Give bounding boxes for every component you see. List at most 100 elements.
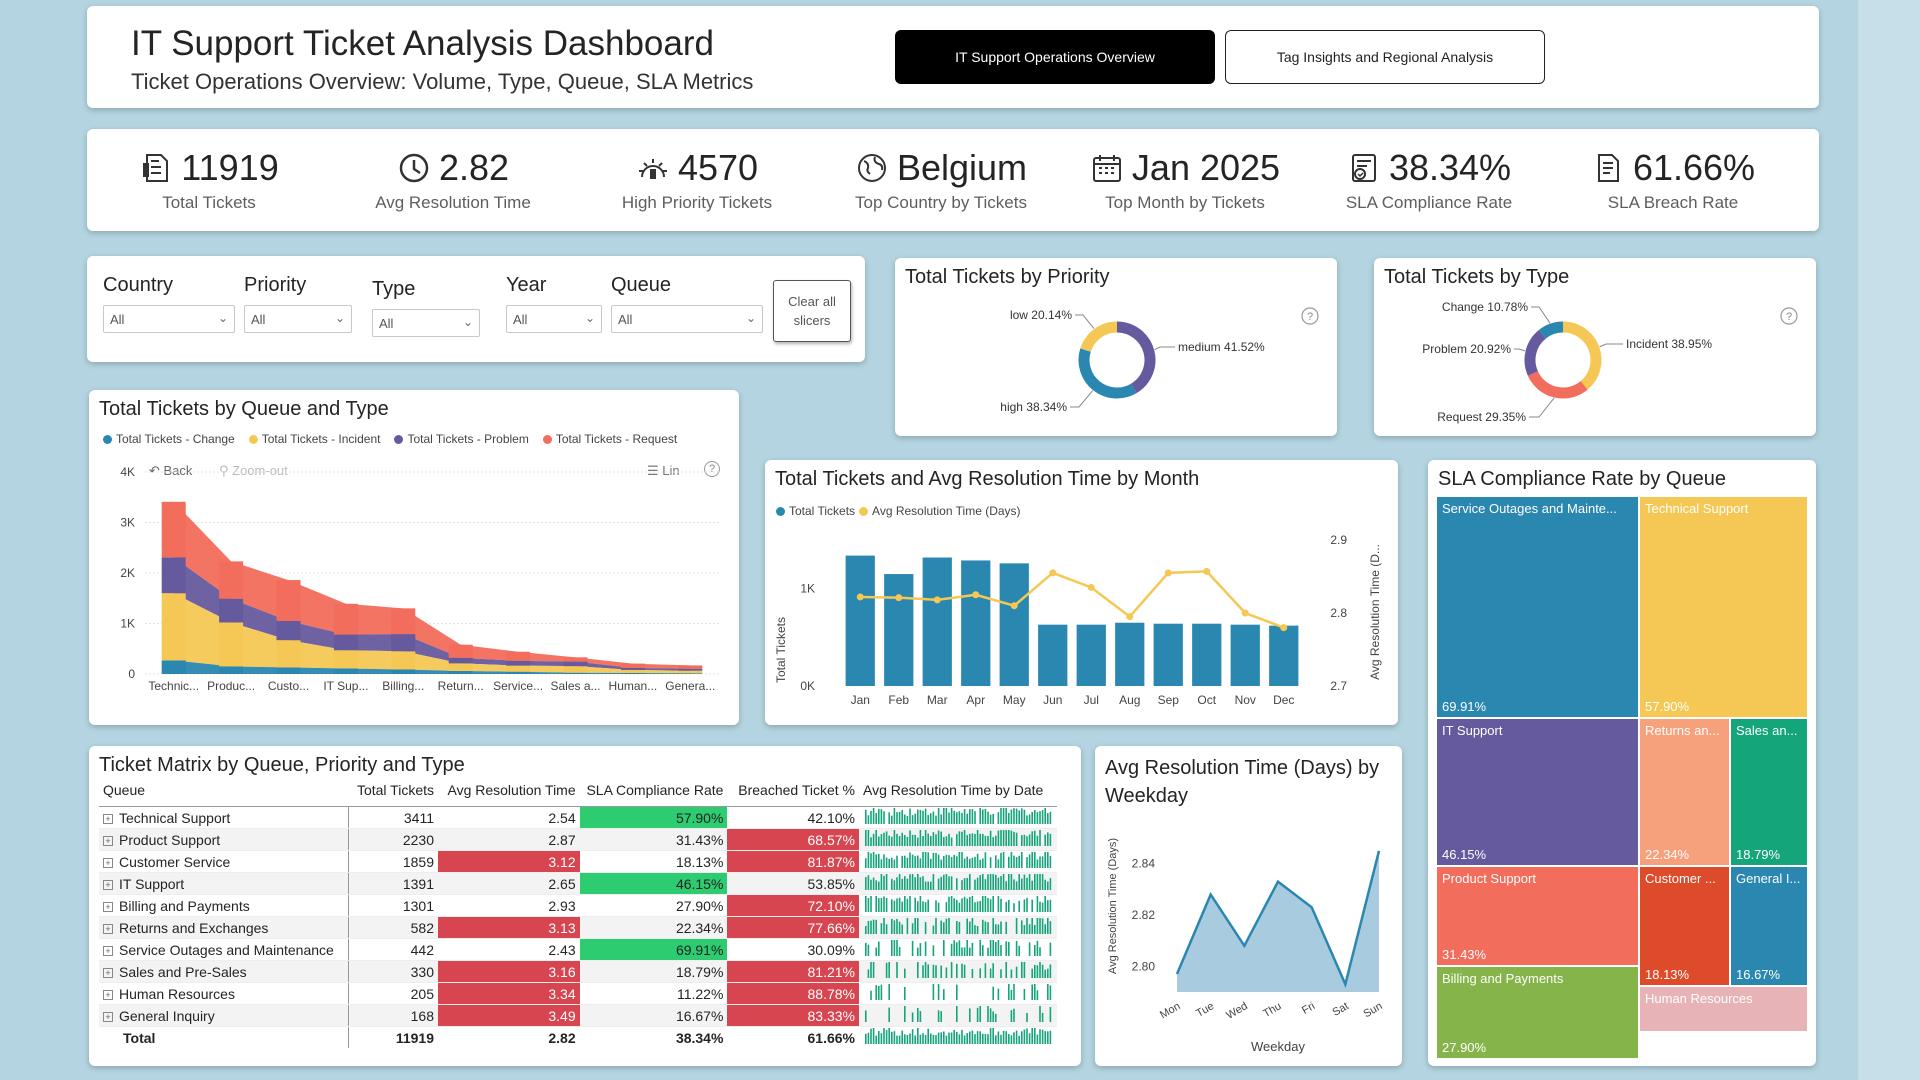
legend-problem[interactable]: Total Tickets - Problem [394, 432, 529, 446]
expand-icon[interactable]: + [103, 857, 113, 868]
spark-bar [1015, 966, 1018, 978]
spark-bar [911, 854, 914, 868]
expand-icon[interactable]: + [103, 1011, 113, 1022]
spark-bar [924, 808, 927, 824]
cell-avg: 3.13 [438, 916, 580, 939]
spark-bar [1002, 852, 1005, 868]
spark-bar [1000, 830, 1002, 846]
spark-bar [948, 1032, 950, 1045]
back-button[interactable]: ↶ Back [149, 463, 193, 478]
spark-bar [956, 856, 958, 868]
treemap-tile[interactable]: Human Resources [1639, 986, 1808, 1032]
spark-bar [880, 809, 883, 824]
y-tick-label: 1K [120, 617, 135, 631]
table-row[interactable]: + Returns and Exchanges 582 3.13 22.34% 77.66… [99, 916, 1057, 939]
expand-icon[interactable]: + [103, 967, 113, 978]
year-dropdown[interactable]: All ⌄ [506, 305, 602, 333]
header-sparkline[interactable]: Avg Resolution Time by Date [859, 782, 1057, 807]
linear-scale-button[interactable]: ☰ Lin [647, 463, 680, 478]
legend-total-tickets[interactable]: Total Tickets [776, 504, 855, 518]
expand-icon[interactable]: + [103, 945, 113, 956]
nav-operations-overview-button[interactable]: IT Support Operations Overview [895, 30, 1215, 84]
cell-sla: 69.91% [579, 938, 728, 961]
spark-bar [875, 880, 877, 890]
spark-bar [953, 940, 955, 956]
queue-dropdown[interactable]: All ⌄ [611, 305, 763, 333]
table-row[interactable]: + Product Support 2230 2.87 31.43% 68.57% [99, 828, 1057, 851]
stack-segment [563, 666, 588, 673]
table-row[interactable]: + Service Outages and Maintenance 442 2.43 6… [99, 938, 1057, 961]
treemap-tile[interactable]: Sales an... 18.79% [1730, 718, 1808, 866]
table-row[interactable]: + General Inquiry 168 3.49 16.67% 83.33% [99, 1004, 1057, 1027]
stack-segment [276, 640, 301, 668]
expand-icon[interactable]: + [103, 813, 113, 824]
spark-bar [909, 874, 911, 890]
treemap-tile[interactable]: Technical Support 57.90% [1639, 496, 1808, 718]
spark-bar [976, 877, 979, 890]
expand-icon[interactable]: + [103, 923, 113, 934]
spark-bar [961, 831, 963, 846]
legend-request[interactable]: Total Tickets - Request [542, 432, 677, 446]
spark-bar [1031, 984, 1033, 1000]
type-dropdown[interactable]: All ⌄ [372, 309, 480, 337]
treemap-tile[interactable]: Returns an... 22.34% [1639, 718, 1730, 866]
header-total-tickets[interactable]: Total Tickets [348, 782, 438, 807]
cell-avg: 2.54 [438, 806, 580, 829]
table-row[interactable]: + Customer Service 1859 3.12 18.13% 81.87% [99, 850, 1057, 873]
leader-line [1599, 343, 1623, 348]
x-tick-label: Human... [609, 679, 658, 693]
treemap-tile[interactable]: Service Outages and Mainte... 69.91% [1436, 496, 1639, 718]
donut-slice [1524, 330, 1547, 376]
legend-incident[interactable]: Total Tickets - Incident [248, 432, 380, 446]
help-icon[interactable]: ? [704, 461, 720, 477]
treemap-tile[interactable]: IT Support 46.15% [1436, 718, 1639, 866]
clear-slicers-button[interactable]: Clear all slicers [773, 280, 851, 342]
legend-change[interactable]: Total Tickets - Change [103, 432, 235, 446]
expand-icon[interactable]: + [103, 989, 113, 1000]
table-row[interactable]: + Technical Support 3411 2.54 57.90% 42.10% [99, 806, 1057, 829]
priority-dropdown[interactable]: All ⌄ [244, 305, 352, 333]
spark-bar [1039, 856, 1041, 868]
chevron-down-icon: ⌄ [745, 311, 756, 325]
x-tick-label: Nov [1235, 693, 1256, 707]
header-sla-compliance[interactable]: SLA Compliance Rate [579, 782, 728, 807]
spark-bar [953, 898, 955, 912]
spark-bar [888, 984, 890, 1000]
table-row[interactable]: + Human Resources 205 3.34 11.22% 88.78% [99, 982, 1057, 1005]
treemap-tile[interactable]: General I... 16.67% [1730, 866, 1808, 986]
month-bar [1269, 625, 1299, 686]
table-row[interactable]: + IT Support 1391 2.65 46.15% 53.85% [99, 872, 1057, 895]
ticket-matrix-card: Ticket Matrix by Queue, Priority and Typ… [89, 746, 1081, 1066]
header-avg-resolution[interactable]: Avg Resolution Time [438, 782, 580, 807]
spark-bar [956, 984, 958, 1000]
zoom-out-button[interactable]: ⚲ Zoom-out [219, 463, 288, 478]
kpi-label: Top Month by Tickets [1105, 193, 1265, 212]
expand-icon[interactable]: + [103, 879, 113, 890]
leader-line [1531, 306, 1551, 324]
y-tick-label: 3K [120, 516, 135, 530]
spark-bar [950, 857, 953, 868]
table-row[interactable]: + Billing and Payments 1301 2.93 27.90% 72.10… [99, 894, 1057, 917]
spark-bar [872, 808, 875, 824]
treemap-tile[interactable]: Customer ... 18.13% [1639, 866, 1730, 986]
help-icon: ? [1786, 311, 1792, 323]
header-queue[interactable]: Queue [99, 782, 349, 807]
nav-tag-insights-button[interactable]: Tag Insights and Regional Analysis [1225, 30, 1545, 84]
spark-bar [922, 901, 924, 912]
header-breached-pct[interactable]: Breached Ticket % [727, 782, 859, 807]
legend-avg-resolution[interactable]: Avg Resolution Time (Days) [859, 504, 1021, 518]
country-dropdown[interactable]: All ⌄ [103, 305, 235, 333]
spark-bar [1041, 810, 1044, 824]
treemap-tile[interactable]: Billing and Payments 27.90% [1436, 966, 1639, 1059]
spark-bar [1031, 1028, 1033, 1045]
expand-icon[interactable]: + [103, 835, 113, 846]
kpi-value: 61.66% [1632, 147, 1756, 188]
spark-bar [878, 941, 880, 956]
matrix-total-row[interactable]: Total 11919 2.82 38.34% 61.66% [99, 1026, 1057, 1049]
month-bar [1115, 622, 1145, 686]
expand-icon[interactable]: + [103, 901, 113, 912]
treemap-tile[interactable]: Product Support 31.43% [1436, 866, 1639, 966]
spark-bar [917, 1028, 919, 1045]
table-row[interactable]: + Sales and Pre-Sales 330 3.16 18.79% 81.21% [99, 960, 1057, 983]
spark-bar [979, 833, 981, 846]
